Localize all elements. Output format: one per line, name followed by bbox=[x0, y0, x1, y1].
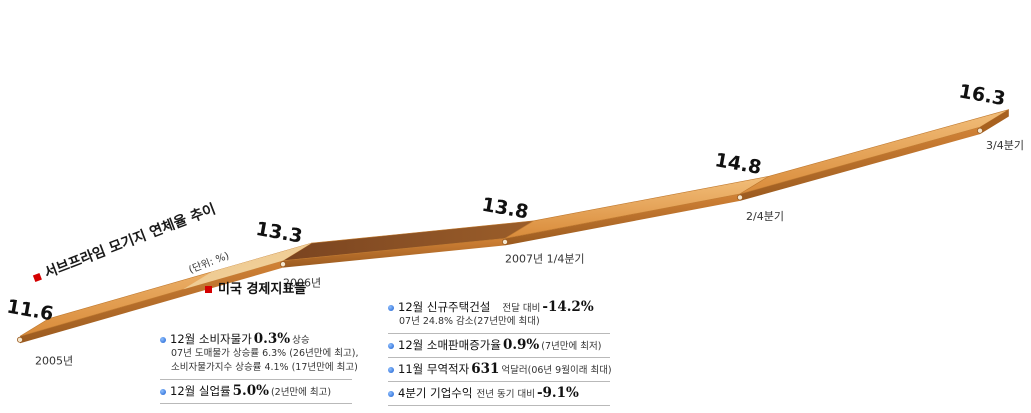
bullet-icon bbox=[160, 336, 166, 343]
ribbon-line bbox=[19, 109, 1009, 344]
indicator-corporate-profits: 4분기 기업수익 전년 동기 대비 -9.1% bbox=[388, 382, 610, 406]
ribbon-end-cap bbox=[980, 109, 1009, 135]
ribbon-side-0 bbox=[20, 260, 283, 344]
bullet-icon bbox=[388, 304, 394, 311]
point-marker-0 bbox=[16, 336, 23, 343]
point-marker-1 bbox=[279, 261, 286, 268]
point-marker-4 bbox=[977, 127, 984, 134]
ribbon-side-3 bbox=[740, 127, 980, 201]
indicator-housing-starts: 12월 신규주택건설 전달 대비 -14.2% 07년 24.8% 감소(27년만에… bbox=[388, 296, 610, 334]
value-label-4: 16.3 bbox=[957, 80, 1007, 110]
point-marker-3 bbox=[737, 194, 744, 201]
bullet-icon bbox=[388, 342, 394, 349]
category-label-0: 2005년 bbox=[35, 354, 73, 367]
bullet-icon bbox=[160, 388, 166, 395]
title-marker-icon bbox=[32, 272, 42, 282]
value-label-1: 13.3 bbox=[254, 218, 304, 248]
category-label-4: 3/4분기 bbox=[986, 139, 1024, 152]
value-label-3: 14.8 bbox=[713, 149, 763, 179]
indicator-retail-sales: 12월 소매판매증가율 0.9% (7년만에 최저) bbox=[388, 334, 610, 358]
indicators-title: 미국 경제지표들 bbox=[205, 278, 306, 297]
value-label-2: 13.8 bbox=[480, 194, 530, 224]
category-label-3: 2/4분기 bbox=[746, 210, 784, 223]
bullet-icon bbox=[388, 366, 394, 373]
value-label-0: 11.6 bbox=[5, 296, 55, 326]
ribbon-side-1 bbox=[283, 238, 505, 268]
category-label-2: 2007년 1/4분기 bbox=[505, 252, 585, 265]
indicator-cpi: 12월 소비자물가 0.3% 상승 07년 도매물가 상승률 6.3% (26년만에… bbox=[160, 328, 358, 380]
indicators-col-left: 12월 소비자물가 0.3% 상승 07년 도매물가 상승률 6.3% (26년만에… bbox=[160, 328, 358, 404]
point-marker-2 bbox=[501, 238, 508, 245]
ribbon-segment-3 bbox=[739, 109, 1009, 195]
indicator-trade-deficit: 11월 무역적자 631 억달러(06년 9월이래 최대) bbox=[388, 358, 612, 382]
indicators-col-right: 12월 신규주택건설 전달 대비 -14.2% 07년 24.8% 감소(27년만에… bbox=[388, 296, 612, 406]
bullet-icon bbox=[388, 390, 394, 397]
indicators-marker-icon bbox=[205, 286, 212, 293]
ribbon-highlight bbox=[183, 243, 312, 290]
ribbon-segment-2 bbox=[504, 176, 769, 239]
category-label-1: 2006년 bbox=[283, 277, 321, 290]
ribbon-side-2 bbox=[505, 193, 740, 246]
indicator-unemployment: 12월 실업률 5.0% (2년만에 최고) bbox=[160, 380, 352, 404]
